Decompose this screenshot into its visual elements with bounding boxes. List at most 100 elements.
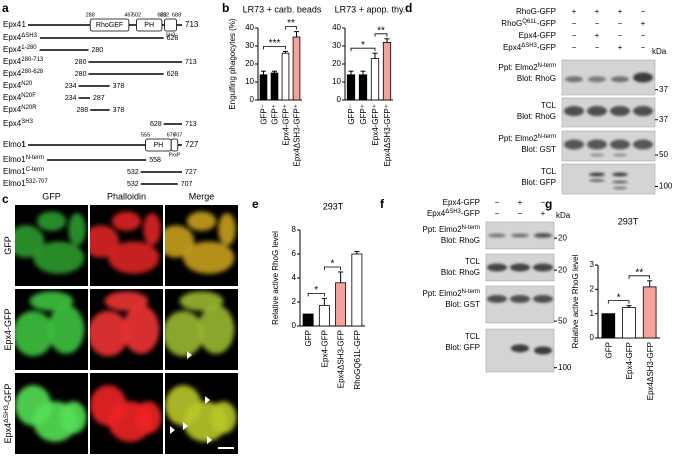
band [564, 139, 584, 150]
label-part: Elmo1 [3, 155, 26, 164]
x-tick-label: GFP⁻ [260, 104, 269, 125]
significance: * [361, 40, 365, 51]
blot-label: TCL [465, 257, 481, 266]
blot-label: Ppt: Elmo2N-term [499, 134, 556, 144]
label-part: -GFP [537, 19, 556, 28]
condition-label: Epx4ΔSH3-GFP [427, 209, 480, 219]
bar [622, 307, 636, 339]
chart-title: 293T [323, 201, 344, 211]
label-part: Epx4-GFP [3, 308, 13, 350]
y-tick-label: 0 [337, 95, 342, 104]
residue: 532 [127, 181, 139, 188]
y-tick-label: 10 [245, 77, 254, 86]
y-tick-label: 1 [590, 309, 595, 318]
sign: − [618, 19, 623, 28]
sign: − [518, 209, 523, 218]
label-part: Epx4-GFP [519, 31, 556, 40]
micrograph [90, 373, 163, 454]
bar [318, 305, 330, 327]
x-tick-label: Epx4ΔSH3-GFP⁺ [293, 104, 302, 166]
domain-label: RhoGEF [96, 22, 123, 29]
domain-label: PH [144, 22, 154, 29]
band [510, 263, 530, 272]
label-part: Epx4 [3, 57, 22, 66]
label-part: 280-628 [21, 69, 44, 75]
band [533, 294, 553, 303]
construct-name: Elmo1C-term [3, 167, 44, 177]
panel-label: d [405, 1, 412, 15]
label-part: Blot: RhoG [517, 74, 556, 83]
significance: ** [635, 267, 643, 278]
residue: 727 [185, 169, 197, 176]
row-label: GFP [3, 236, 13, 255]
construct-name: Epx4SH3 [3, 119, 34, 129]
construct-name: Elmo1 [3, 140, 26, 149]
residue: 1 [22, 140, 27, 149]
x-tick-label: GFP [304, 330, 313, 346]
bar [281, 52, 290, 101]
label-part: Q61L [522, 19, 537, 25]
blot-label: Blot: RhoG [517, 112, 556, 121]
row-label: Epx4-GFP [3, 308, 13, 350]
blot-label: Blot: GST [521, 145, 556, 154]
sign: + [641, 19, 646, 28]
y-tick-label: 4 [292, 273, 297, 282]
significance: * [314, 285, 318, 296]
construct-name: Elmo1532-707 [3, 179, 48, 189]
blot-label: TCL [541, 101, 557, 110]
band [612, 172, 628, 177]
mw-marker: 100 [659, 182, 673, 191]
label-part: TCL [541, 101, 557, 110]
bar [358, 74, 368, 101]
label-part: ΔSH3 [445, 209, 461, 215]
chart-title: LR73 + apop. thy. [335, 4, 406, 14]
label-part: GFP [3, 236, 13, 255]
y-tick-label: 20 [332, 59, 341, 68]
y-tick-label: 40 [332, 23, 341, 32]
bar [346, 74, 356, 101]
band [611, 76, 629, 83]
y-tick-label: 8 [292, 225, 297, 234]
cell [15, 310, 54, 357]
domain [89, 18, 130, 32]
residue: 628 [150, 121, 162, 128]
cell [33, 241, 85, 274]
label-part: Elmo1 [3, 167, 26, 176]
cell [197, 305, 235, 354]
band [589, 172, 605, 177]
band [610, 139, 630, 150]
sign: − [495, 198, 500, 207]
x-tick-label: RhoGQ61L-GFP [353, 330, 362, 390]
bar [259, 74, 268, 101]
label-part: N20 [21, 81, 33, 87]
residue: 532 [127, 169, 139, 176]
cells [165, 211, 236, 274]
residue: 287 [93, 95, 105, 102]
residue-tick: 467 [124, 12, 133, 18]
column-header: GFP [42, 191, 61, 201]
domain-label: PxxP [169, 152, 181, 158]
label-part: -GFP [3, 384, 13, 406]
cell [143, 213, 161, 246]
blot-label: Blot: RhoG [441, 268, 480, 277]
y-tick-label: 40 [245, 23, 254, 32]
residue: 378 [113, 107, 125, 114]
domain [164, 18, 178, 32]
label-part: Blot: RhoG [517, 112, 556, 121]
label-part: 280-713 [21, 57, 44, 63]
bar [335, 282, 347, 327]
label-part: N-term [538, 134, 556, 140]
label-part: RhoG [501, 19, 522, 28]
construct-name: Epx4ΔSH3 [3, 33, 38, 43]
label-part: N-term [462, 289, 480, 295]
y-tick-label: 20 [245, 59, 254, 68]
cell [122, 305, 160, 354]
construct-name: Epx4280-628 [3, 69, 44, 79]
micrograph [165, 205, 238, 286]
x-tick-label: GFP⁺ [359, 104, 368, 125]
domain [136, 18, 163, 32]
mw-marker: 50 [659, 150, 668, 159]
label-part: Epx4 [3, 423, 13, 444]
micrograph [15, 373, 88, 454]
